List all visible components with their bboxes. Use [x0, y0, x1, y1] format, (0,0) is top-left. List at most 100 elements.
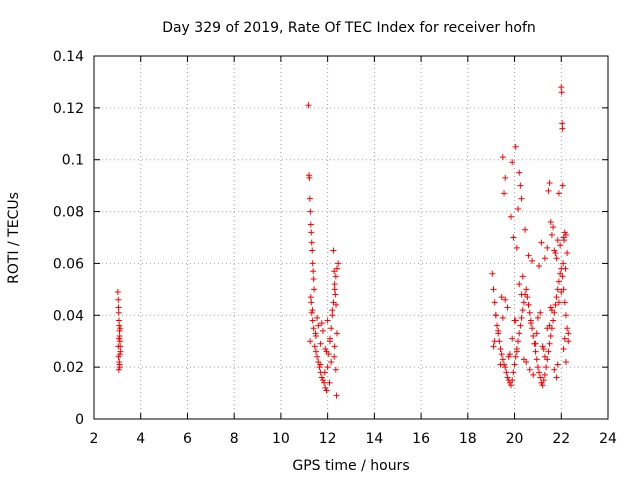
data-point: [562, 231, 569, 238]
data-point: [536, 263, 543, 270]
data-point: [564, 325, 571, 332]
data-point: [307, 294, 314, 301]
data-point: [329, 307, 336, 314]
data-point: [324, 317, 331, 324]
data-point: [318, 374, 325, 381]
data-point: [332, 273, 339, 280]
data-point: [115, 366, 122, 373]
data-point: [318, 320, 325, 327]
data-point: [516, 330, 523, 337]
data-point: [314, 314, 321, 321]
data-point: [312, 348, 319, 355]
data-point: [534, 314, 541, 321]
data-point: [538, 239, 545, 246]
data-point: [306, 174, 313, 181]
data-point: [534, 364, 541, 371]
data-point: [322, 384, 329, 391]
data-point: [548, 307, 555, 314]
data-point: [114, 288, 121, 295]
data-point: [530, 333, 537, 340]
data-point: [519, 307, 526, 314]
x-tick-label: 16: [412, 431, 430, 447]
data-point: [559, 182, 566, 189]
data-point: [545, 348, 552, 355]
data-point: [308, 239, 315, 246]
data-point: [525, 252, 532, 259]
data-point: [530, 371, 537, 378]
data-point: [562, 265, 569, 272]
data-point: [322, 345, 329, 352]
data-point: [561, 229, 568, 236]
data-point: [525, 301, 532, 308]
data-point: [532, 348, 539, 355]
data-point: [561, 237, 568, 244]
data-point: [323, 387, 330, 394]
data-point: [511, 361, 518, 368]
data-point: [541, 353, 548, 360]
data-point: [115, 309, 122, 316]
data-point: [309, 260, 316, 267]
data-point: [550, 317, 557, 324]
y-tick-label: 0.08: [53, 205, 84, 221]
data-point: [509, 159, 516, 166]
data-point: [305, 102, 312, 109]
data-point: [553, 255, 560, 262]
data-point: [540, 345, 547, 352]
data-point: [116, 361, 123, 368]
y-tick-label: 0.14: [53, 49, 84, 65]
data-point: [508, 382, 515, 389]
grid: [94, 56, 608, 419]
data-point: [537, 374, 544, 381]
data-point: [515, 338, 522, 345]
y-tick-label: 0: [75, 412, 84, 428]
data-point: [517, 182, 524, 189]
data-point: [554, 361, 561, 368]
data-point: [508, 213, 515, 220]
data-point: [562, 358, 569, 365]
x-tick-label: 4: [136, 431, 145, 447]
y-tick-label: 0.1: [62, 153, 84, 169]
data-point: [116, 322, 123, 329]
data-point: [308, 299, 315, 306]
data-point: [529, 325, 536, 332]
data-point: [310, 325, 317, 332]
data-point: [490, 286, 497, 293]
data-point: [558, 288, 565, 295]
data-point: [513, 348, 520, 355]
data-point: [523, 286, 530, 293]
data-point: [546, 340, 553, 347]
data-point: [555, 190, 562, 197]
data-point: [554, 237, 561, 244]
data-point: [562, 312, 569, 319]
data-point: [526, 366, 533, 373]
y-axis-label: ROTI / TECUs: [6, 192, 22, 284]
data-point: [317, 340, 324, 347]
data-point: [552, 250, 559, 257]
data-point: [558, 84, 565, 91]
data-point: [512, 317, 519, 324]
data-point: [330, 299, 337, 306]
data-point: [519, 273, 526, 280]
data-point: [504, 374, 511, 381]
data-point: [515, 205, 522, 212]
data-point: [518, 291, 525, 298]
data-point: [499, 154, 506, 161]
data-point: [504, 304, 511, 311]
data-point: [513, 244, 520, 251]
x-tick-label: 20: [506, 431, 524, 447]
data-point: [541, 371, 548, 378]
data-point: [498, 294, 505, 301]
data-point: [116, 333, 123, 340]
data-point: [116, 351, 123, 358]
data-point: [315, 322, 322, 329]
data-point: [518, 195, 525, 202]
data-point: [115, 353, 122, 360]
plot-frame: [93, 55, 609, 420]
data-point: [520, 356, 527, 363]
data-point: [497, 345, 504, 352]
data-point: [548, 231, 555, 238]
data-point: [310, 268, 317, 275]
data-point: [331, 286, 338, 293]
data-point: [321, 379, 328, 386]
